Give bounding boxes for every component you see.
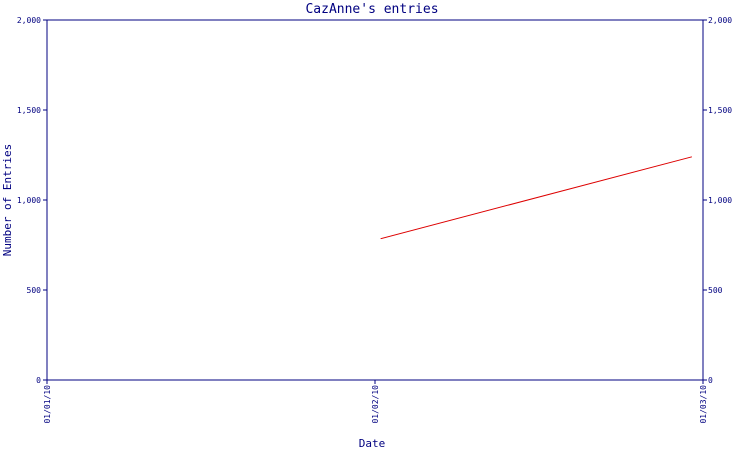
chart-title: CazAnne's entries — [305, 2, 438, 17]
series-line — [380, 156, 693, 240]
x-axis: 01/01/10 01/02/10 01/03/10 — [43, 380, 708, 424]
right-y-tick-label: 500 — [708, 286, 723, 295]
left-y-tick-label: 500 — [27, 286, 42, 295]
right-y-tick-label: 2,000 — [708, 16, 732, 25]
right-y-tick-label: 1,000 — [708, 196, 732, 205]
y-axis-label: Number of Entries — [1, 144, 14, 257]
right-y-tick-label: 1,500 — [708, 106, 732, 115]
left-y-tick-label: 0 — [36, 376, 41, 385]
x-tick-label: 01/03/10 — [699, 385, 708, 424]
left-y-tick-label: 2,000 — [17, 16, 41, 25]
left-y-tick-label: 1,500 — [17, 106, 41, 115]
right-y-axis: 0 500 1,000 1,500 2,000 — [703, 16, 732, 385]
series-layer — [380, 156, 693, 240]
left-y-axis: 0 500 1,000 1,500 2,000 — [17, 16, 47, 385]
left-y-tick-label: 1,000 — [17, 196, 41, 205]
x-tick-label: 01/02/10 — [371, 385, 380, 424]
right-y-tick-label: 0 — [708, 376, 713, 385]
x-axis-label: Date — [359, 437, 386, 450]
plot-area — [46, 19, 704, 381]
x-tick-label: 01/01/10 — [43, 385, 52, 424]
